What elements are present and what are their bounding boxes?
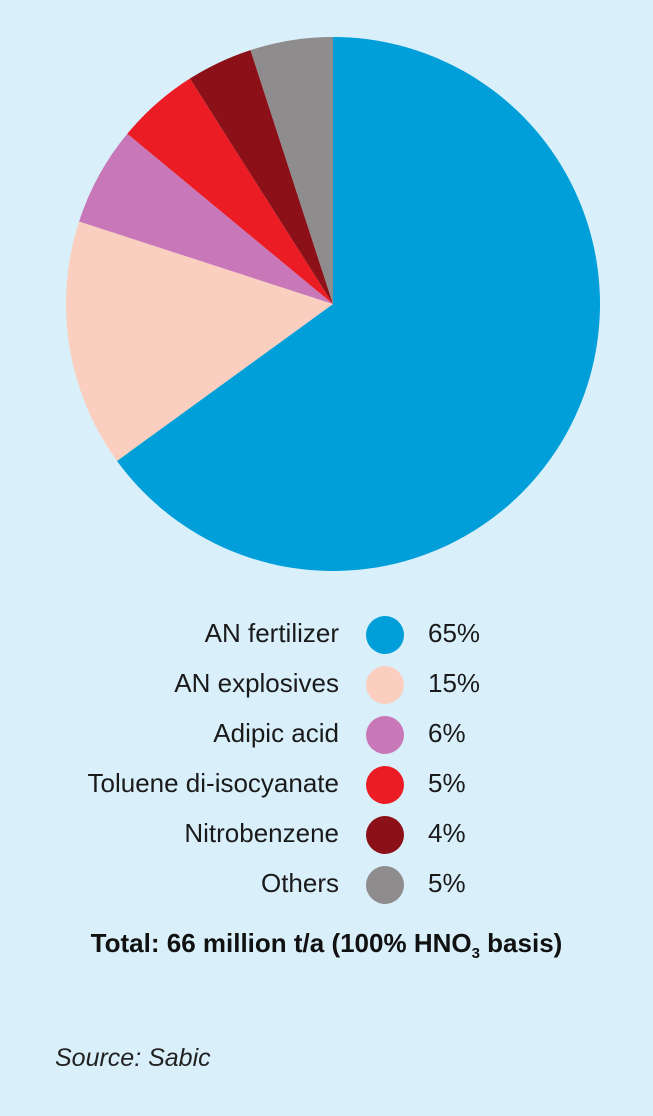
legend-item-others: Others 5%	[0, 860, 653, 910]
pie-slice-toluene-di-isocyanate	[127, 78, 334, 304]
legend-value: 65%	[428, 618, 481, 648]
legend-value: 15%	[428, 668, 481, 698]
legend-item-toluene-di-isocyanate: Toluene di-isocyanate 5%	[0, 760, 653, 810]
source-note: Source: Sabic	[55, 1044, 211, 1072]
total-suffix: basis)	[479, 928, 563, 958]
legend-value: 5%	[428, 868, 466, 898]
legend-label: AN explosives	[174, 668, 339, 698]
legend-swatch	[366, 866, 404, 904]
legend-value: 5%	[428, 768, 466, 798]
legend-value: 4%	[428, 818, 466, 848]
legend-swatch	[366, 816, 404, 854]
legend-label: AN fertilizer	[204, 618, 339, 648]
pie-chart	[65, 37, 600, 571]
legend-label: Nitrobenzene	[184, 818, 339, 848]
pie-slice-others	[250, 37, 333, 304]
pie-slice-an-fertilizer	[116, 37, 600, 571]
legend-swatch	[366, 616, 404, 654]
legend-label: Adipic acid	[213, 718, 339, 748]
legend: AN fertilizer 65% AN explosives 15% Adipic a…	[0, 610, 653, 910]
legend-item-an-fertilizer: AN fertilizer 65%	[0, 610, 653, 660]
legend-swatch	[366, 766, 404, 804]
legend-item-nitrobenzene: Nitrobenzene 4%	[0, 810, 653, 860]
legend-swatch	[366, 666, 404, 704]
pie-slice-an-explosives	[65, 221, 333, 461]
chart-total: Total: 66 million t/a (100% HNO3 basis)	[0, 928, 653, 962]
legend-label: Toluene di-isocyanate	[87, 768, 340, 798]
pie-slice-nitrobenzene	[189, 50, 333, 304]
legend-label: Others	[260, 868, 339, 898]
pie-slice-adipic-acid	[79, 133, 333, 304]
legend-value: 6%	[428, 718, 466, 748]
legend-item-an-explosives: AN explosives 15%	[0, 660, 653, 710]
legend-item-adipic-acid: Adipic acid 6%	[0, 710, 653, 760]
total-prefix: Total: 66 million t/a (100% HNO	[90, 928, 472, 958]
total-subscript: 3	[471, 945, 480, 963]
legend-swatch	[366, 716, 404, 754]
